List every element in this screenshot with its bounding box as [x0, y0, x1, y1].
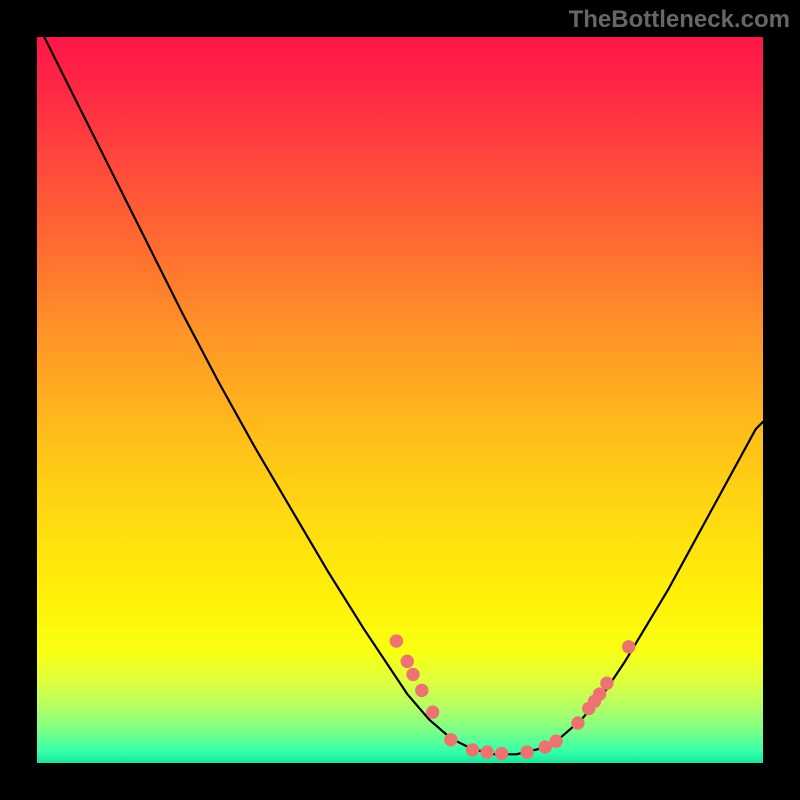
data-marker: [495, 747, 507, 759]
plot-area: [37, 37, 763, 763]
data-marker: [445, 734, 457, 746]
data-marker: [550, 735, 562, 747]
chart-stage: TheBottleneck.com: [0, 0, 800, 800]
data-marker: [426, 706, 438, 718]
data-marker: [593, 688, 605, 700]
data-marker: [466, 744, 478, 756]
data-marker: [416, 684, 428, 696]
data-marker: [601, 677, 613, 689]
data-marker: [572, 717, 584, 729]
data-marker: [539, 741, 551, 753]
bottleneck-curve-chart: [37, 37, 763, 763]
data-marker: [401, 655, 413, 667]
data-marker: [390, 635, 402, 647]
data-marker: [481, 746, 493, 758]
watermark-label: TheBottleneck.com: [569, 6, 790, 34]
data-marker: [622, 641, 634, 653]
data-marker: [521, 746, 533, 758]
gradient-background: [37, 37, 763, 763]
data-marker: [407, 668, 419, 680]
